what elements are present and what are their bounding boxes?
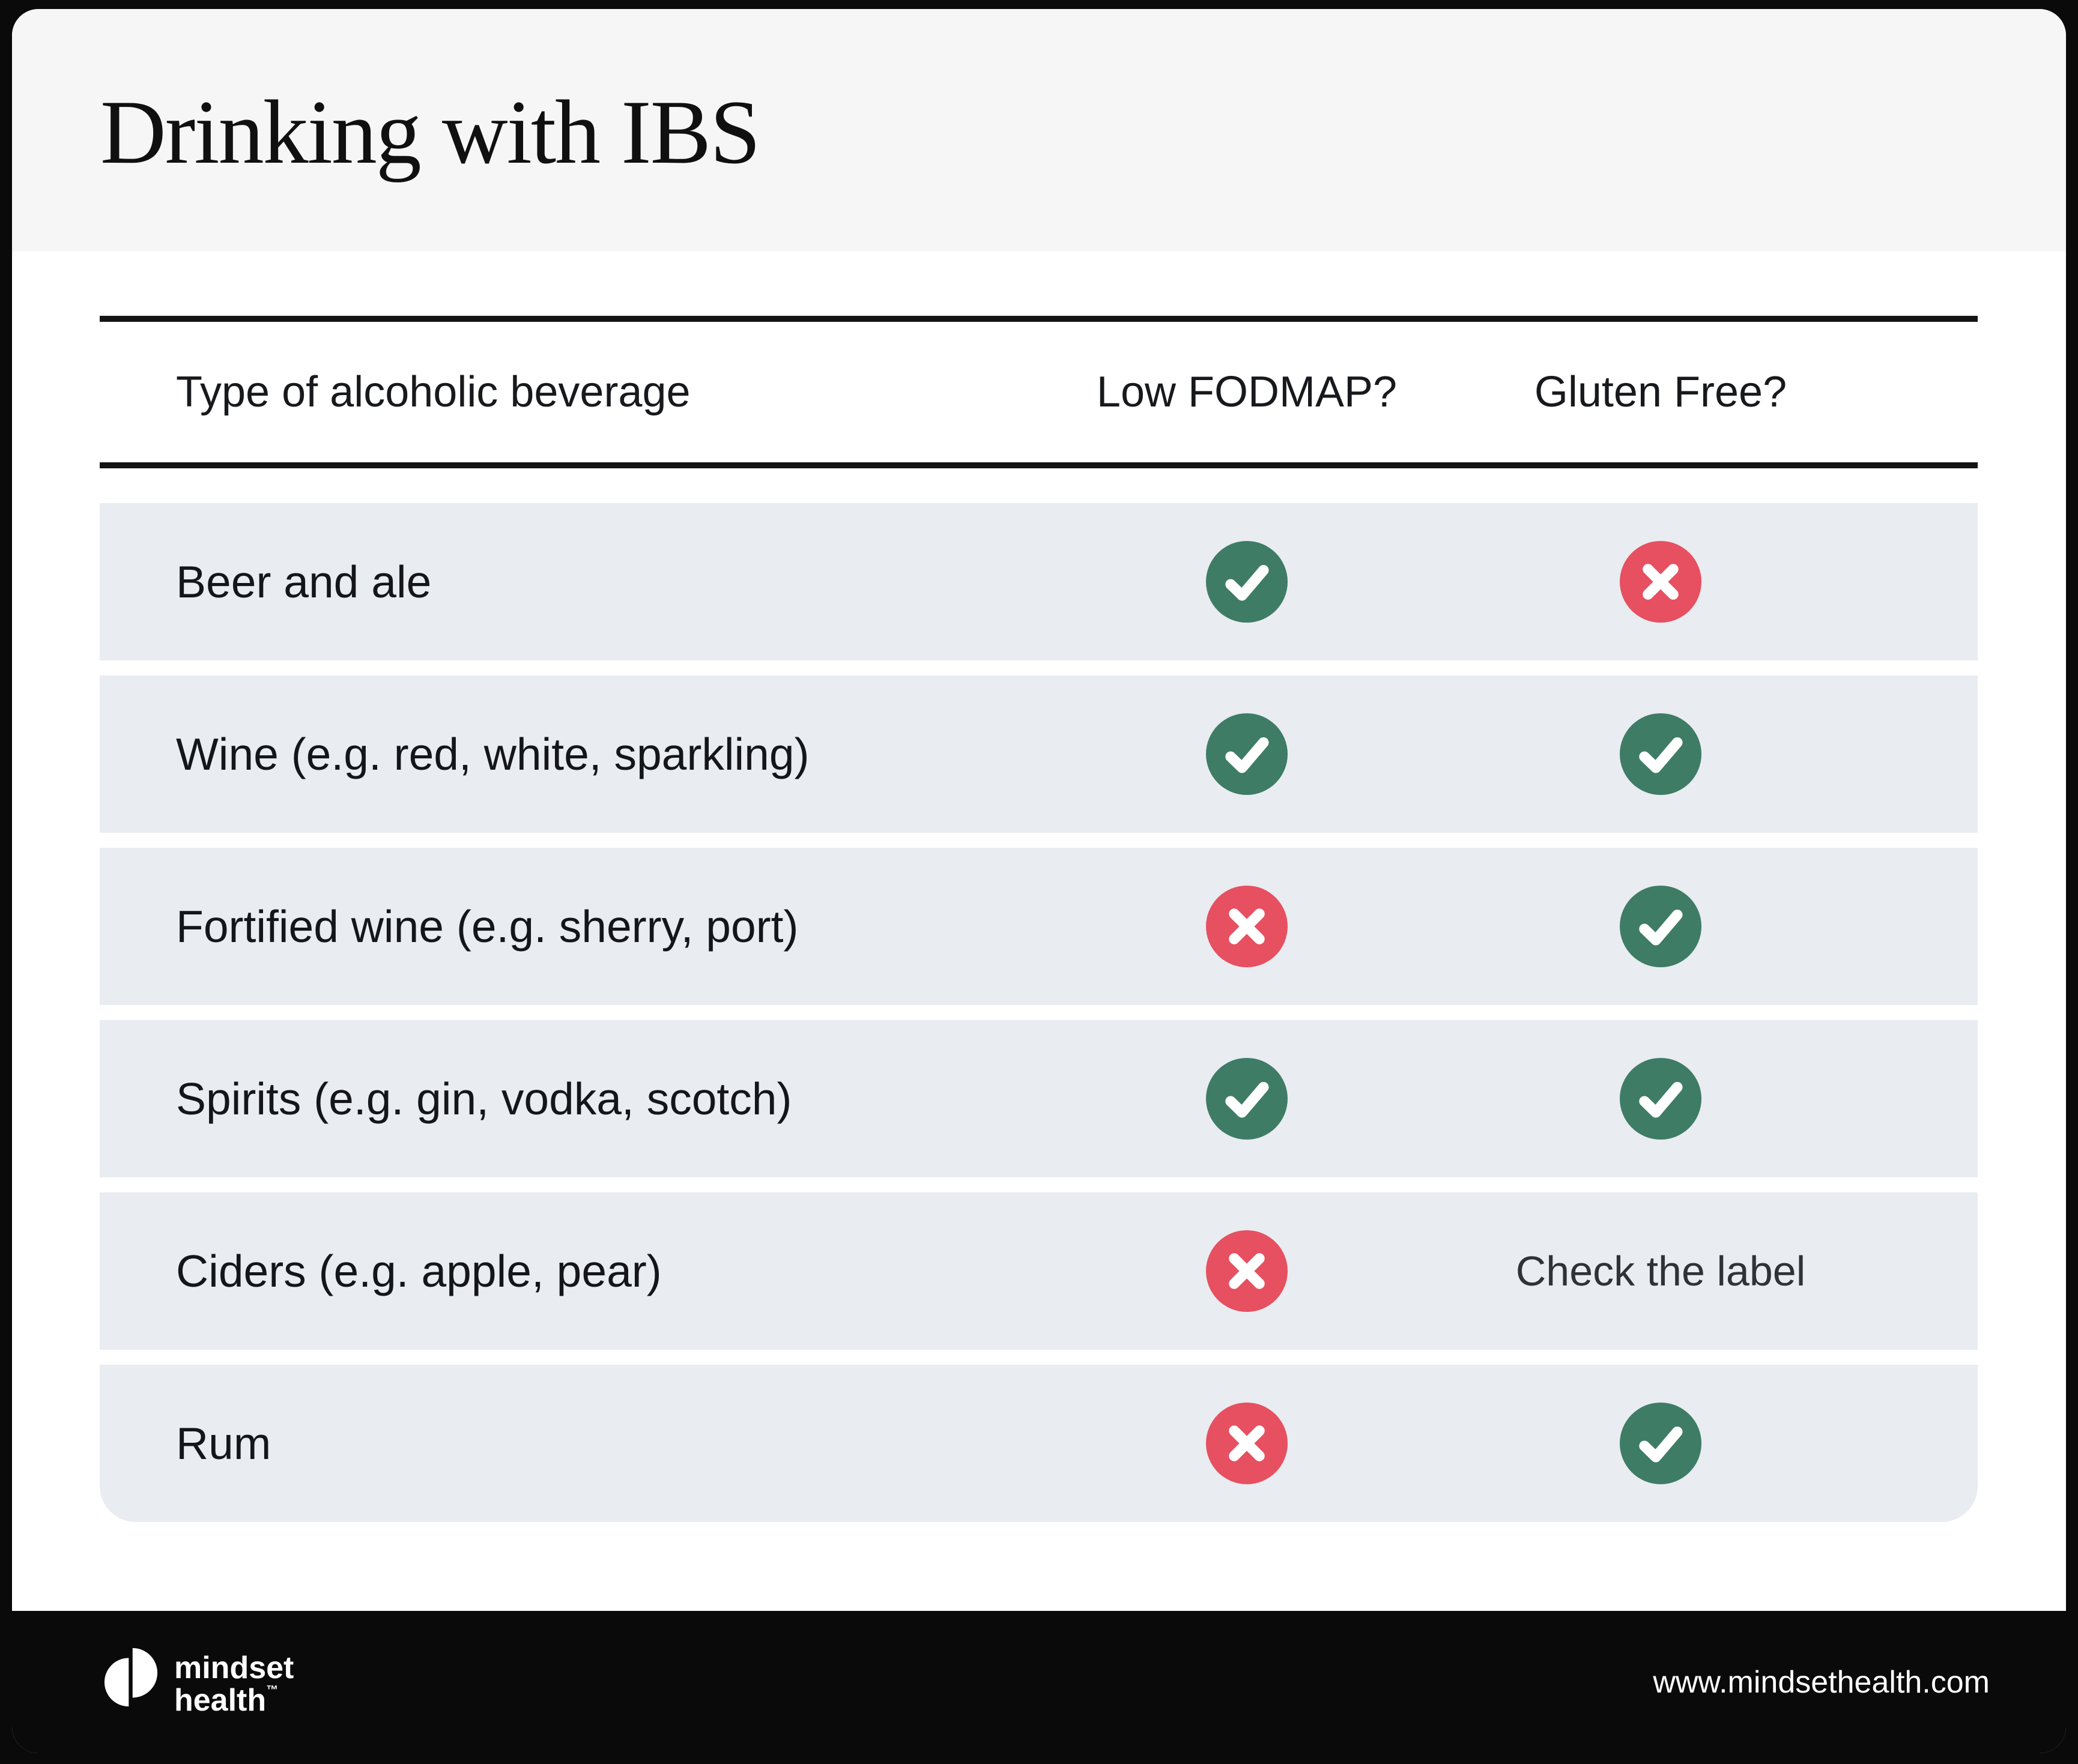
low-fodmap-cell xyxy=(1206,713,1288,795)
logo-wordmark: mindset health™ xyxy=(174,1647,294,1717)
low-fodmap-cell xyxy=(1206,886,1288,967)
table-top-rule xyxy=(100,316,1978,322)
logo-word-health: health xyxy=(174,1683,267,1718)
cross-icon xyxy=(1206,1403,1288,1484)
beverage-name: Beer and ale xyxy=(176,557,432,607)
check-icon xyxy=(1620,1403,1701,1484)
table-header-bottom-rule xyxy=(100,462,1978,468)
table-row: Spirits (e.g. gin, vodka, scotch) xyxy=(100,1020,1978,1177)
check-the-label-text: Check the label xyxy=(1515,1248,1806,1294)
table-row: Fortified wine (e.g. sherry, port) xyxy=(100,848,1978,1005)
website-url: www.mindsethealth.com xyxy=(1653,1664,1990,1700)
low-fodmap-cell xyxy=(1206,541,1288,623)
check-icon xyxy=(1620,713,1701,795)
column-header-low-fodmap: Low FODMAP? xyxy=(1096,368,1398,416)
mindset-health-logo: mindset health™ xyxy=(103,1647,294,1717)
gluten-free-cell xyxy=(1620,886,1701,967)
table-row: Beer and ale xyxy=(100,503,1978,660)
gluten-free-cell xyxy=(1620,713,1701,795)
mindset-health-logo-icon xyxy=(104,1648,158,1707)
beverage-name: Fortified wine (e.g. sherry, port) xyxy=(176,901,799,952)
footer-bar: mindset health™ www.mindsethealth.com xyxy=(12,1611,2066,1753)
table-row: Rum xyxy=(100,1365,1978,1522)
check-icon xyxy=(1206,1058,1288,1140)
cross-icon xyxy=(1206,1230,1288,1312)
column-header-beverage: Type of alcoholic beverage xyxy=(176,368,691,416)
logo-word-mindset: mindset xyxy=(174,1651,294,1685)
content-card: Drinking with IBS Type of alcoholic beve… xyxy=(12,9,2066,1753)
page-title: Drinking with IBS xyxy=(100,82,761,183)
table-body: Beer and ale Wine (e.g. red, white, spar… xyxy=(100,503,1978,1522)
table-row: Wine (e.g. red, white, sparkling) xyxy=(100,675,1978,833)
beverage-name: Ciders (e.g. apple, pear) xyxy=(176,1246,662,1296)
table-header-row: Type of alcoholic beverage Low FODMAP? G… xyxy=(100,322,1978,462)
check-icon xyxy=(1206,541,1288,623)
low-fodmap-cell xyxy=(1206,1058,1288,1140)
cross-icon xyxy=(1206,886,1288,967)
gluten-free-cell xyxy=(1620,1058,1701,1140)
low-fodmap-cell xyxy=(1206,1403,1288,1484)
low-fodmap-cell xyxy=(1206,1230,1288,1312)
cross-icon xyxy=(1620,541,1701,623)
gluten-free-cell: Check the label xyxy=(1516,1247,1806,1295)
table-row: Ciders (e.g. apple, pear) Check the labe… xyxy=(100,1192,1978,1350)
column-header-gluten-free: Gluten Free? xyxy=(1534,368,1787,416)
beverage-name: Rum xyxy=(176,1418,271,1469)
gluten-free-cell xyxy=(1620,541,1701,623)
check-icon xyxy=(1620,1058,1701,1140)
check-icon xyxy=(1206,713,1288,795)
beverage-name: Spirits (e.g. gin, vodka, scotch) xyxy=(176,1074,792,1124)
trademark-symbol: ™ xyxy=(266,1684,279,1697)
check-icon xyxy=(1620,886,1701,967)
gluten-free-cell xyxy=(1620,1403,1701,1484)
title-band: Drinking with IBS xyxy=(12,9,2066,252)
beverage-name: Wine (e.g. red, white, sparkling) xyxy=(176,729,810,779)
